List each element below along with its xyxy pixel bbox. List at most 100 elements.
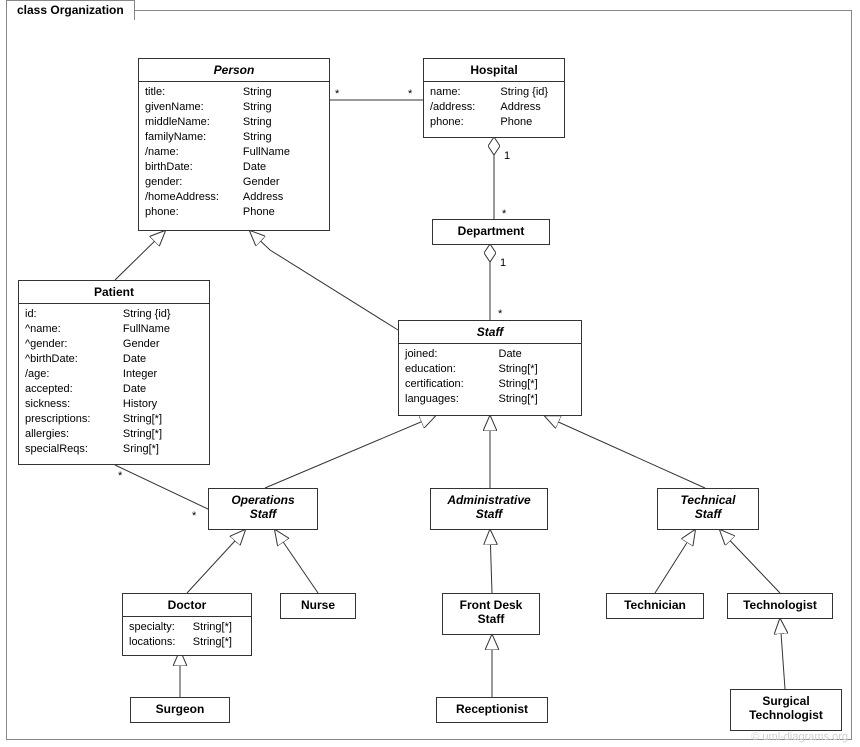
attr-row: /age:Integer xyxy=(25,367,203,382)
class-person: Person title:StringgivenName:Stringmiddle… xyxy=(138,58,330,231)
class-title-person: Person xyxy=(139,59,329,82)
attr-row: ^name:FullName xyxy=(25,322,203,337)
attr-name: /name: xyxy=(145,145,243,160)
attr-type: String xyxy=(243,115,323,130)
attr-row: /homeAddress:Address xyxy=(145,190,323,205)
attr-type: FullName xyxy=(243,145,323,160)
class-nurse: Nurse xyxy=(280,593,356,619)
attr-name: locations: xyxy=(129,635,193,650)
class-attrs-hospital: name:String {id}/address:Addressphone:Ph… xyxy=(424,82,564,135)
attr-type: Integer xyxy=(123,367,203,382)
class-attrs-staff: joined:Dateeducation:String[*]certificat… xyxy=(399,344,581,412)
class-attrs-doctor: specialty:String[*]locations:String[*] xyxy=(123,617,251,655)
class-department: Department xyxy=(432,219,550,245)
class-title-staff: Staff xyxy=(399,321,581,344)
attr-row: title:String xyxy=(145,85,323,100)
class-receptionist: Receptionist xyxy=(436,697,548,723)
attr-type: String[*] xyxy=(499,377,576,392)
class-admin: AdministrativeStaff xyxy=(430,488,548,530)
attr-row: gender:Gender xyxy=(145,175,323,190)
attr-name: title: xyxy=(145,85,243,100)
attr-type: String {id} xyxy=(123,307,203,322)
attr-name: /address: xyxy=(430,100,500,115)
attr-row: familyName:String xyxy=(145,130,323,145)
class-technician: Technician xyxy=(606,593,704,619)
attr-row: specialReqs:Sring[*] xyxy=(25,442,203,457)
attr-row: accepted:Date xyxy=(25,382,203,397)
attr-type: String[*] xyxy=(193,620,245,635)
class-technologist: Technologist xyxy=(727,593,833,619)
attr-type: Gender xyxy=(123,337,203,352)
class-title-receptionist: Receptionist xyxy=(437,698,547,720)
class-title-tech: TechnicalStaff xyxy=(658,489,758,525)
attr-name: certification: xyxy=(405,377,499,392)
class-title-nurse: Nurse xyxy=(281,594,355,616)
agg-dept-staff-mult-from: * xyxy=(498,308,502,320)
class-title-surgtech: SurgicalTechnologist xyxy=(731,690,841,726)
attr-name: ^gender: xyxy=(25,337,123,352)
agg-dept-staff-mult-to: 1 xyxy=(500,257,506,269)
agg-hospital-dept-mult-from: * xyxy=(502,208,506,220)
attr-name: allergies: xyxy=(25,427,123,442)
class-title-surgeon: Surgeon xyxy=(131,698,229,720)
attr-type: Date xyxy=(123,352,203,367)
class-staff: Staffjoined:Dateeducation:String[*]certi… xyxy=(398,320,582,416)
class-surgtech: SurgicalTechnologist xyxy=(730,689,842,731)
assoc-patient-ops-mult-to: * xyxy=(192,510,196,522)
attr-row: /address:Address xyxy=(430,100,558,115)
attr-name: name: xyxy=(430,85,500,100)
attr-type: Date xyxy=(243,160,323,175)
class-title-technologist: Technologist xyxy=(728,594,832,616)
attr-type: String {id} xyxy=(500,85,558,100)
attr-row: ^gender:Gender xyxy=(25,337,203,352)
attr-type: Date xyxy=(123,382,203,397)
attr-name: specialReqs: xyxy=(25,442,123,457)
attr-type: FullName xyxy=(123,322,203,337)
attr-row: phone:Phone xyxy=(145,205,323,220)
attr-row: middleName:String xyxy=(145,115,323,130)
class-title-hospital: Hospital xyxy=(424,59,564,82)
attr-name: accepted: xyxy=(25,382,123,397)
attr-type: String[*] xyxy=(499,392,576,407)
attr-row: locations:String[*] xyxy=(129,635,245,650)
attr-row: /name:FullName xyxy=(145,145,323,160)
attr-name: languages: xyxy=(405,392,499,407)
assoc-person-hospital-mult-to: * xyxy=(408,88,412,100)
attr-row: allergies:String[*] xyxy=(25,427,203,442)
attr-row: phone:Phone xyxy=(430,115,558,130)
attr-name: education: xyxy=(405,362,499,377)
class-title-department: Department xyxy=(433,220,549,242)
attr-row: languages:String[*] xyxy=(405,392,575,407)
frame-label: class Organization xyxy=(6,0,135,20)
class-ops: OperationsStaff xyxy=(208,488,318,530)
attr-name: prescriptions: xyxy=(25,412,123,427)
class-hospital: Hospitalname:String {id}/address:Address… xyxy=(423,58,565,138)
attr-type: String xyxy=(243,100,323,115)
attr-type: Address xyxy=(243,190,323,205)
attr-type: String[*] xyxy=(123,412,203,427)
class-tech: TechnicalStaff xyxy=(657,488,759,530)
attr-type: Date xyxy=(499,347,576,362)
attr-name: joined: xyxy=(405,347,499,362)
attr-type: History xyxy=(123,397,203,412)
class-frontdesk: Front DeskStaff xyxy=(442,593,540,635)
attr-type: Sring[*] xyxy=(123,442,203,457)
class-doctor: Doctorspecialty:String[*]locations:Strin… xyxy=(122,593,252,656)
class-surgeon: Surgeon xyxy=(130,697,230,723)
attr-name: middleName: xyxy=(145,115,243,130)
attr-name: /age: xyxy=(25,367,123,382)
class-title-doctor: Doctor xyxy=(123,594,251,617)
attr-row: education:String[*] xyxy=(405,362,575,377)
class-attrs-patient: id:String {id}^name:FullName^gender:Gend… xyxy=(19,304,209,462)
attr-type: String xyxy=(243,85,323,100)
attr-type: Phone xyxy=(243,205,323,220)
class-title-patient: Patient xyxy=(19,281,209,304)
assoc-patient-ops-mult-from: * xyxy=(118,470,122,482)
attr-name: familyName: xyxy=(145,130,243,145)
attr-type: String[*] xyxy=(499,362,576,377)
attr-row: givenName:String xyxy=(145,100,323,115)
assoc-person-hospital-mult-from: * xyxy=(335,88,339,100)
attr-row: ^birthDate:Date xyxy=(25,352,203,367)
attr-row: certification:String[*] xyxy=(405,377,575,392)
watermark: © uml-diagrams.org xyxy=(751,731,848,743)
